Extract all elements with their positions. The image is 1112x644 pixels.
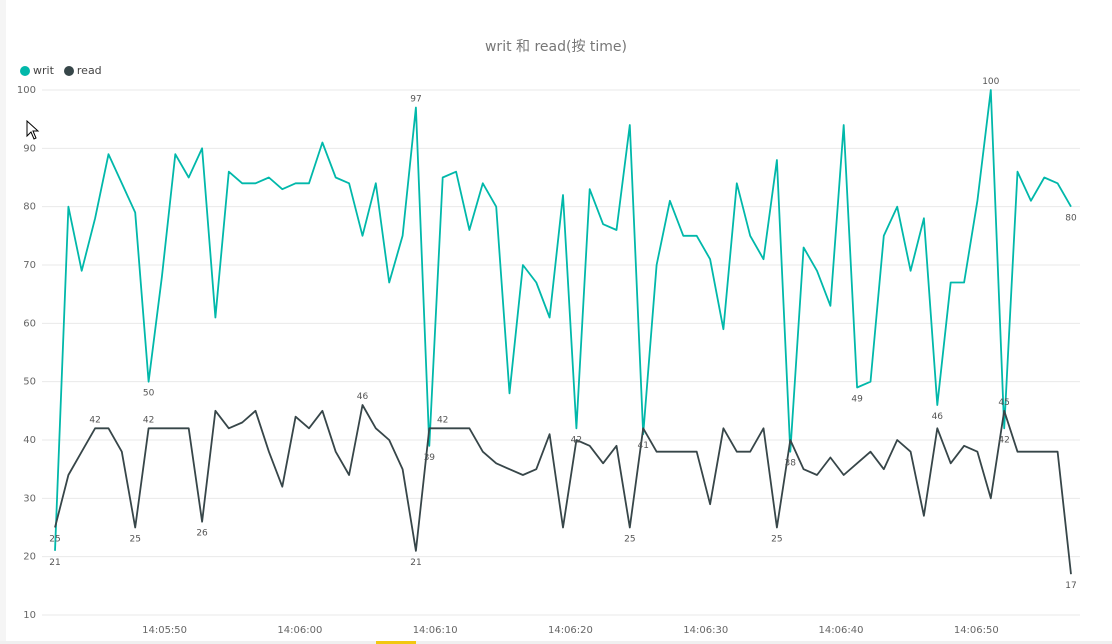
y-tick-label: 70 — [23, 260, 36, 271]
x-tick-label: 14:06:40 — [819, 625, 864, 636]
data-label-writ: 100 — [982, 77, 999, 87]
data-label-read: 25 — [624, 535, 635, 545]
data-label-read: 25 — [49, 535, 60, 545]
legend-swatch-writ — [20, 65, 30, 76]
y-tick-label: 60 — [23, 318, 36, 329]
data-label-read: 26 — [196, 529, 208, 539]
data-label-writ: 50 — [143, 389, 155, 399]
data-label-read: 42 — [437, 415, 448, 425]
legend-item-read[interactable]: read — [63, 64, 102, 77]
data-label-read: 45 — [998, 398, 1009, 408]
y-tick-label: 20 — [23, 552, 36, 563]
chart-title: writ 和 read(按 time) — [484, 39, 628, 55]
y-tick-label: 90 — [23, 143, 36, 154]
mouse-pointer-icon — [26, 120, 40, 140]
data-label-writ: 97 — [410, 95, 421, 105]
data-label-read: 42 — [143, 415, 154, 425]
data-label-read: 25 — [129, 535, 140, 545]
legend-item-writ[interactable]: writ — [20, 64, 54, 77]
data-label-writ: 21 — [49, 558, 60, 568]
left-edge — [0, 0, 6, 644]
x-tick-label: 14:06:20 — [548, 625, 593, 636]
data-label-read: 17 — [1065, 581, 1076, 591]
legend-swatch-read — [63, 65, 74, 76]
data-label-writ: 42 — [571, 435, 582, 445]
y-tick-label: 100 — [17, 85, 36, 96]
x-tick-label: 14:06:30 — [683, 625, 728, 636]
x-tick-label: 14:06:00 — [277, 625, 322, 636]
series-line-read — [54, 404, 1072, 575]
y-tick-label: 80 — [23, 202, 36, 213]
y-tick-label: 30 — [23, 493, 36, 504]
data-label-writ: 41 — [637, 441, 648, 451]
y-tick-label: 10 — [23, 610, 36, 621]
x-tick-label: 14:06:50 — [954, 625, 999, 636]
data-label-read: 46 — [357, 392, 369, 402]
x-tick-label: 14:05:50 — [142, 625, 187, 636]
bottom-accent — [376, 641, 416, 644]
bottom-strip — [0, 641, 1112, 644]
data-label-writ: 80 — [1065, 214, 1077, 224]
data-label-read: 25 — [771, 535, 782, 545]
x-tick-label: 14:06:10 — [413, 625, 458, 636]
data-label-writ: 38 — [785, 459, 797, 469]
data-label-read: 42 — [89, 415, 100, 425]
y-tick-label: 50 — [23, 377, 36, 388]
data-label-writ: 46 — [932, 412, 944, 422]
data-label-writ: 39 — [424, 453, 436, 463]
y-tick-label: 40 — [23, 435, 36, 446]
legend-label-writ: writ — [33, 64, 54, 77]
legend: writ read — [20, 64, 112, 77]
data-label-read: 21 — [410, 558, 421, 568]
data-label-writ: 49 — [851, 395, 863, 405]
data-label-writ: 42 — [998, 435, 1009, 445]
series-line-writ — [54, 89, 1072, 551]
legend-label-read: read — [76, 64, 102, 77]
